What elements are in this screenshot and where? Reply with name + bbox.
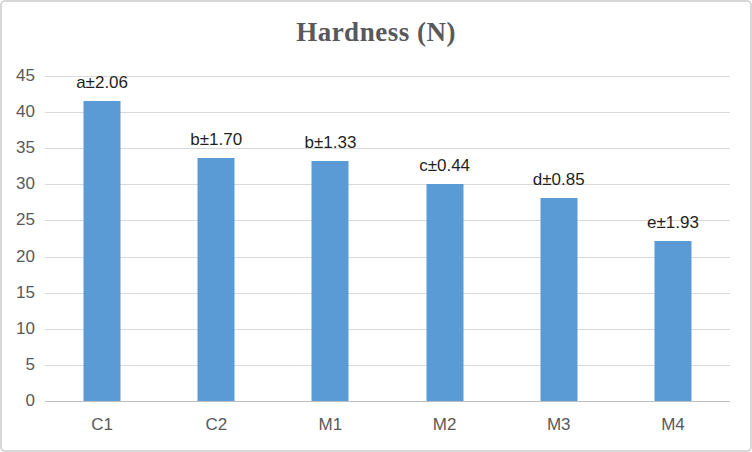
y-tick-label-0: 0 [26, 391, 35, 411]
bar-C2 [198, 158, 235, 401]
x-tick-label-C2: C2 [159, 414, 273, 436]
x-axis-line [45, 401, 730, 402]
y-tick-label-35: 35 [16, 138, 35, 158]
x-tick-label-M4: M4 [616, 414, 730, 436]
bar-value-label-C1: a±2.06 [76, 73, 128, 93]
bar-M3 [540, 198, 577, 401]
bar-C1 [84, 101, 121, 401]
bar-group-M4: e±1.93 [616, 76, 730, 401]
bar-M1 [312, 161, 349, 401]
y-tick-label-40: 40 [16, 102, 35, 122]
bars-layer: a±2.06 b±1.70 b±1.33 c±0.44 d±0.85 e±1.93 [45, 76, 730, 401]
bar-group-C2: b±1.70 [159, 76, 273, 401]
x-tick-label-M1: M1 [273, 414, 387, 436]
bar-value-label-M2: c±0.44 [419, 156, 470, 176]
y-tick-label-30: 30 [16, 174, 35, 194]
y-tick-label-25: 25 [16, 210, 35, 230]
bar-group-M1: b±1.33 [273, 76, 387, 401]
x-tick-label-M2: M2 [388, 414, 502, 436]
bar-M4 [654, 241, 691, 401]
y-tick-label-20: 20 [16, 247, 35, 267]
y-tick-label-15: 15 [16, 283, 35, 303]
bar-value-label-C2: b±1.70 [190, 130, 242, 150]
bar-M2 [426, 184, 463, 401]
bar-value-label-M4: e±1.93 [647, 213, 699, 233]
bar-group-C1: a±2.06 [45, 76, 159, 401]
bar-group-M2: c±0.44 [388, 76, 502, 401]
y-axis: 454035302520151050 [0, 76, 35, 401]
chart-canvas: Hardness (N) a±2.06 b±1.70 b±1.33 c±0.44 d±0… [0, 0, 752, 452]
x-tick-label-C1: C1 [45, 414, 159, 436]
bar-value-label-M1: b±1.33 [304, 133, 356, 153]
y-tick-label-45: 45 [16, 66, 35, 86]
bar-group-M3: d±0.85 [502, 76, 616, 401]
x-axis: C1C2M1M2M3M4 [45, 414, 730, 436]
y-tick-label-5: 5 [26, 355, 35, 375]
plot-area: a±2.06 b±1.70 b±1.33 c±0.44 d±0.85 e±1.93 [45, 76, 730, 401]
x-tick-label-M3: M3 [502, 414, 616, 436]
y-tick-label-10: 10 [16, 319, 35, 339]
bar-value-label-M3: d±0.85 [533, 170, 585, 190]
chart-title: Hardness (N) [0, 12, 752, 52]
